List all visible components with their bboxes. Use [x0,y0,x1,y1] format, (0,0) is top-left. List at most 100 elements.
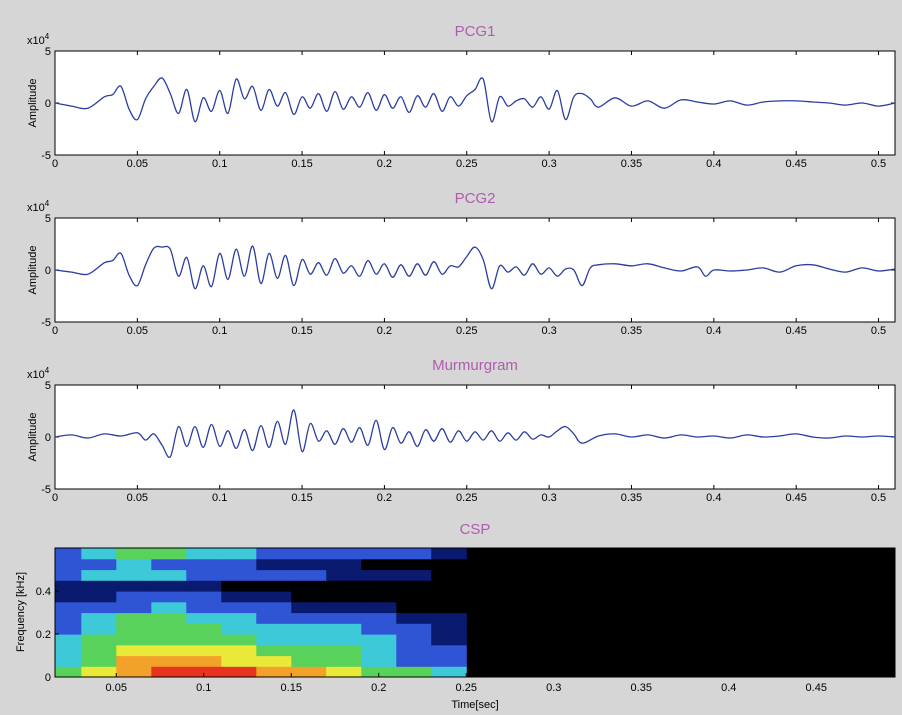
heatmap-cell [291,644,327,657]
x-tick-label: 0.4 [706,492,721,504]
heatmap-cell [431,634,467,646]
heatmap-cell [186,644,222,657]
heatmap-cell [221,655,257,667]
heatmap-cell [116,612,152,624]
heatmap-cell [221,569,257,581]
x-tick-label: 0.2 [377,158,392,170]
csp-xlabel: Time[sec] [451,699,498,711]
heatmap-cell [431,666,467,677]
heatmap-cell [151,644,187,657]
y-tick-label: 0 [45,672,51,684]
heatmap-cell [361,601,397,614]
heatmap-cell [81,591,117,603]
heatmap-cell [256,634,292,646]
panel-pcg1: PCG1 50-5 0 0.05 0.1 0.15 0.2 0.25 0.3 0.35 0.4 0… [27,23,896,170]
heatmap-cell [81,634,117,646]
heatmap-cell [291,666,327,677]
heatmap-cell [396,634,432,646]
heatmap-cell [326,623,362,635]
heatmap-cell [151,558,187,571]
heatmap-cell [291,634,327,646]
heatmap-cell [361,634,397,646]
heatmap-cell [186,655,222,667]
heatmap-cell [116,601,152,614]
heatmap-cell [116,623,152,635]
heatmap-cell [431,623,467,635]
heatmap-cell [361,655,397,667]
heatmap-cell [151,569,187,581]
x-tick-label: 0.35 [621,158,642,170]
heatmap-cell [81,612,117,624]
heatmap-cell [81,666,117,677]
x-tick-label: 0.4 [706,325,721,337]
heatmap-cell [291,612,327,624]
heatmap-cell [396,644,432,657]
heatmap-cell [256,580,292,592]
heatmap-cell [55,569,82,581]
heatmap-cell [116,644,152,657]
heatmap-cell [396,655,432,667]
heatmap-cell [396,591,432,603]
heatmap-cell [431,569,467,581]
x-tick-label: 0 [52,325,58,337]
heatmap-cell [55,623,82,635]
heatmap-cell [151,634,187,646]
heatmap-cell [326,666,362,677]
heatmap-cell [396,548,432,560]
pcg1-ylabel: Amplitude [27,79,39,128]
heatmap-cell [396,580,432,592]
heatmap-cell [55,612,82,624]
x-tick-label: 0.25 [456,325,477,337]
heatmap-cell [221,591,257,603]
heatmap-cell [256,548,292,560]
y-tick-label: 0.4 [36,586,51,598]
murmurgram-plot-area [54,384,896,490]
heatmap-cell [186,666,222,677]
heatmap-cell [151,623,187,635]
heatmap-cell [151,601,187,614]
heatmap-cell [361,558,397,571]
heatmap-cell [186,634,222,646]
heatmap-cell [81,623,117,635]
heatmap-cell [55,655,82,667]
heatmap-cell [326,644,362,657]
heatmap-cell [221,580,257,592]
heatmap-cell [256,591,292,603]
heatmap-cell [361,548,397,560]
heatmap-cell [116,558,152,571]
heatmap-cell [396,612,432,624]
murmurgram-series-line [54,409,896,459]
x-tick-label: 0.45 [785,158,806,170]
heatmap-cell [55,558,82,571]
heatmap-cell [55,580,82,592]
y-tick-label: 0 [45,98,51,110]
heatmap-cell [186,601,222,614]
panel-pcg2: PCG2 50-5 0 0.05 0.1 0.15 0.2 0.25 0.3 0.35 0.4 0… [27,190,896,337]
x-tick-label: 0.5 [871,492,886,504]
heatmap-cell [326,580,362,592]
y-tick-label: 5 [45,46,51,58]
heatmap-cell [291,623,327,635]
heatmap-cell [151,591,187,603]
x-tick-label: 0.05 [127,492,148,504]
heatmap-cell [431,655,467,667]
x-tick-label: 0.15 [291,492,312,504]
heatmap-cell [431,591,467,603]
x-tick-label: 0.45 [785,492,806,504]
heatmap-cell [326,591,362,603]
heatmap-cell [361,591,397,603]
x-tick-label: 0.45 [806,682,827,694]
x-tick-label: 0.05 [127,158,148,170]
heatmap-cell [116,634,152,646]
heatmap-cell [221,548,257,560]
pcg1-series-line [54,77,896,123]
csp-ylabel: Frequency [kHz] [15,572,27,652]
heatmap-cell [221,601,257,614]
heatmap-cell [361,623,397,635]
heatmap-cell [151,580,187,592]
heatmap-cell [116,548,152,560]
heatmap-cell [81,644,117,657]
x-tick-label: 0.35 [621,325,642,337]
panel-csp: CSP 0.4 0.2 0 0.05 0.1 0.15 0.2 0.25 0.3 0.35 0.4… [15,521,896,711]
heatmap-cell [396,558,432,571]
